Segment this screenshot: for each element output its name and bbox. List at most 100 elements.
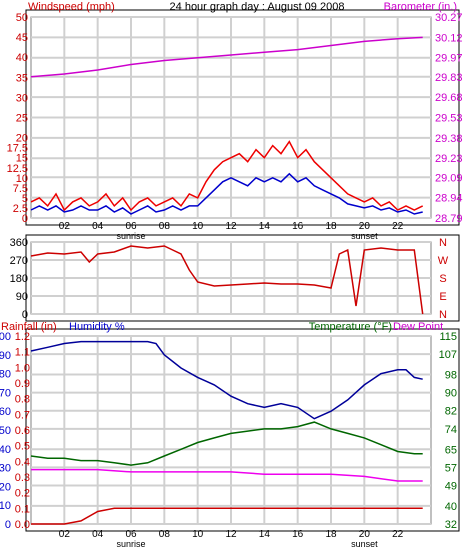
barometer-tick-label: 30.12 xyxy=(435,32,463,44)
rainfall-tick-label: 0.4 xyxy=(15,456,30,468)
humidity-tick-label: 60 xyxy=(0,406,11,418)
barometer-tick-label: 28.94 xyxy=(435,193,463,205)
sunrise-label: sunrise xyxy=(116,231,145,241)
chart-title: 24 hour graph day : August 09 2008 xyxy=(170,1,345,13)
temperature-tick-label: 32 xyxy=(445,519,457,531)
x-tick-label: 14 xyxy=(259,221,271,232)
temperature-tick-label: 107 xyxy=(439,349,457,361)
series-temperature xyxy=(30,421,423,466)
windspeed-axis-label: Windspeed (mph) xyxy=(28,1,115,13)
rainfall-tick-label: 1.1 xyxy=(15,347,30,359)
humidity-tick-label: 0 xyxy=(5,519,11,531)
x-tick-label: 20 xyxy=(359,221,371,232)
temperature-tick-label: 40 xyxy=(445,501,457,513)
humidity-tick-label: 20 xyxy=(0,481,11,493)
x-tick-label: 20 xyxy=(359,529,371,540)
x-tick-label: 08 xyxy=(159,221,171,232)
x-tick-label: 12 xyxy=(225,529,237,540)
series-wind-direction xyxy=(30,245,424,315)
rainfall-tick-label: 0.9 xyxy=(15,378,30,390)
compass-label: W xyxy=(438,255,449,267)
barometer-axis-label: Barometer (in.) xyxy=(384,1,457,13)
x-tick-label: 04 xyxy=(92,221,104,232)
x-tick-label: 16 xyxy=(292,529,304,540)
series-barometer xyxy=(30,36,423,78)
x-tick-label: 14 xyxy=(259,529,271,540)
rainfall-tick-label: 1.2 xyxy=(15,331,30,343)
rainfall-tick-label: 0.6 xyxy=(15,425,30,437)
humidity-tick-label: 100 xyxy=(0,331,11,343)
temperature-tick-label: 98 xyxy=(445,370,457,382)
sunset-label: sunset xyxy=(351,539,378,549)
compass-label: N xyxy=(439,309,447,321)
direction-tick-label: 90 xyxy=(16,291,28,303)
windspeed-tick-label: 12.5 xyxy=(7,163,28,175)
direction-tick-label: 270 xyxy=(10,255,28,267)
humidity-tick-label: 30 xyxy=(0,463,11,475)
series-dew-point xyxy=(31,468,423,482)
x-tick-label: 16 xyxy=(292,221,304,232)
panel-frame-1 xyxy=(25,9,460,226)
temperature-axis-label: Temperature (°F) xyxy=(309,321,392,333)
barometer-tick-label: 28.79 xyxy=(435,213,463,225)
windspeed-tick-label: 15 xyxy=(16,153,28,165)
sunset-label: sunset xyxy=(351,231,378,241)
rainfall-axis-label: Rainfall (in) xyxy=(1,321,57,333)
humidity-tick-label: 70 xyxy=(0,387,11,399)
barometer-tick-label: 29.38 xyxy=(435,133,463,145)
compass-label: E xyxy=(439,291,446,303)
x-tick-label: 06 xyxy=(125,221,137,232)
rainfall-tick-label: 0.1 xyxy=(15,503,30,515)
barometer-tick-label: 29.09 xyxy=(435,172,463,184)
x-tick-label: 10 xyxy=(192,221,204,232)
windspeed-tick-label: 20 xyxy=(16,133,28,145)
barometer-tick-label: 29.83 xyxy=(435,72,463,84)
rainfall-tick-label: 0.7 xyxy=(15,409,30,421)
temperature-tick-label: 74 xyxy=(445,424,457,436)
x-tick-label: 02 xyxy=(59,529,71,540)
windspeed-tick-label: 35 xyxy=(16,72,28,84)
windspeed-tick-label: 50 xyxy=(16,12,28,24)
direction-tick-label: 180 xyxy=(10,273,28,285)
compass-label: N xyxy=(439,237,447,249)
panel-frame-3 xyxy=(25,328,460,532)
direction-tick-label: 0 xyxy=(22,309,28,321)
direction-tick-label: 360 xyxy=(10,237,28,249)
series-average xyxy=(30,172,423,215)
x-tick-label: 18 xyxy=(325,529,337,540)
temperature-tick-label: 82 xyxy=(445,406,457,418)
barometer-tick-label: 29.68 xyxy=(435,92,463,104)
compass-label: S xyxy=(439,273,446,285)
windspeed-tick-label: 17.5 xyxy=(7,143,28,155)
x-tick-label: 22 xyxy=(392,529,404,540)
x-tick-label: 04 xyxy=(92,529,104,540)
barometer-tick-label: 30.27 xyxy=(435,12,463,24)
barometer-tick-label: 29.97 xyxy=(435,53,463,65)
rainfall-tick-label: 0.3 xyxy=(15,472,30,484)
series-gust xyxy=(30,140,424,212)
panel-frame-2 xyxy=(25,234,460,322)
humidity-tick-label: 80 xyxy=(0,369,11,381)
series-humidity xyxy=(30,340,423,420)
windspeed-tick-label: 45 xyxy=(16,32,28,44)
windspeed-tick-label: 40 xyxy=(16,52,28,64)
barometer-tick-label: 29.23 xyxy=(435,153,463,165)
sunrise-label: sunrise xyxy=(116,539,145,549)
windspeed-tick-label: 10 xyxy=(16,173,28,185)
x-tick-label: 10 xyxy=(192,529,204,540)
temperature-tick-label: 90 xyxy=(445,388,457,400)
rainfall-tick-label: 1.0 xyxy=(15,362,30,374)
humidity-tick-label: 90 xyxy=(0,350,11,362)
humidity-tick-label: 10 xyxy=(0,500,11,512)
dewpoint-axis-label: Dew Point xyxy=(393,321,443,333)
x-tick-label: 18 xyxy=(325,221,337,232)
temperature-tick-label: 49 xyxy=(445,480,457,492)
humidity-tick-label: 50 xyxy=(0,425,11,437)
x-tick-label: 02 xyxy=(59,221,71,232)
x-tick-label: 08 xyxy=(159,529,171,540)
humidity-tick-label: 40 xyxy=(0,444,11,456)
series-rainfall xyxy=(31,507,423,525)
windspeed-tick-label: 30 xyxy=(16,92,28,104)
